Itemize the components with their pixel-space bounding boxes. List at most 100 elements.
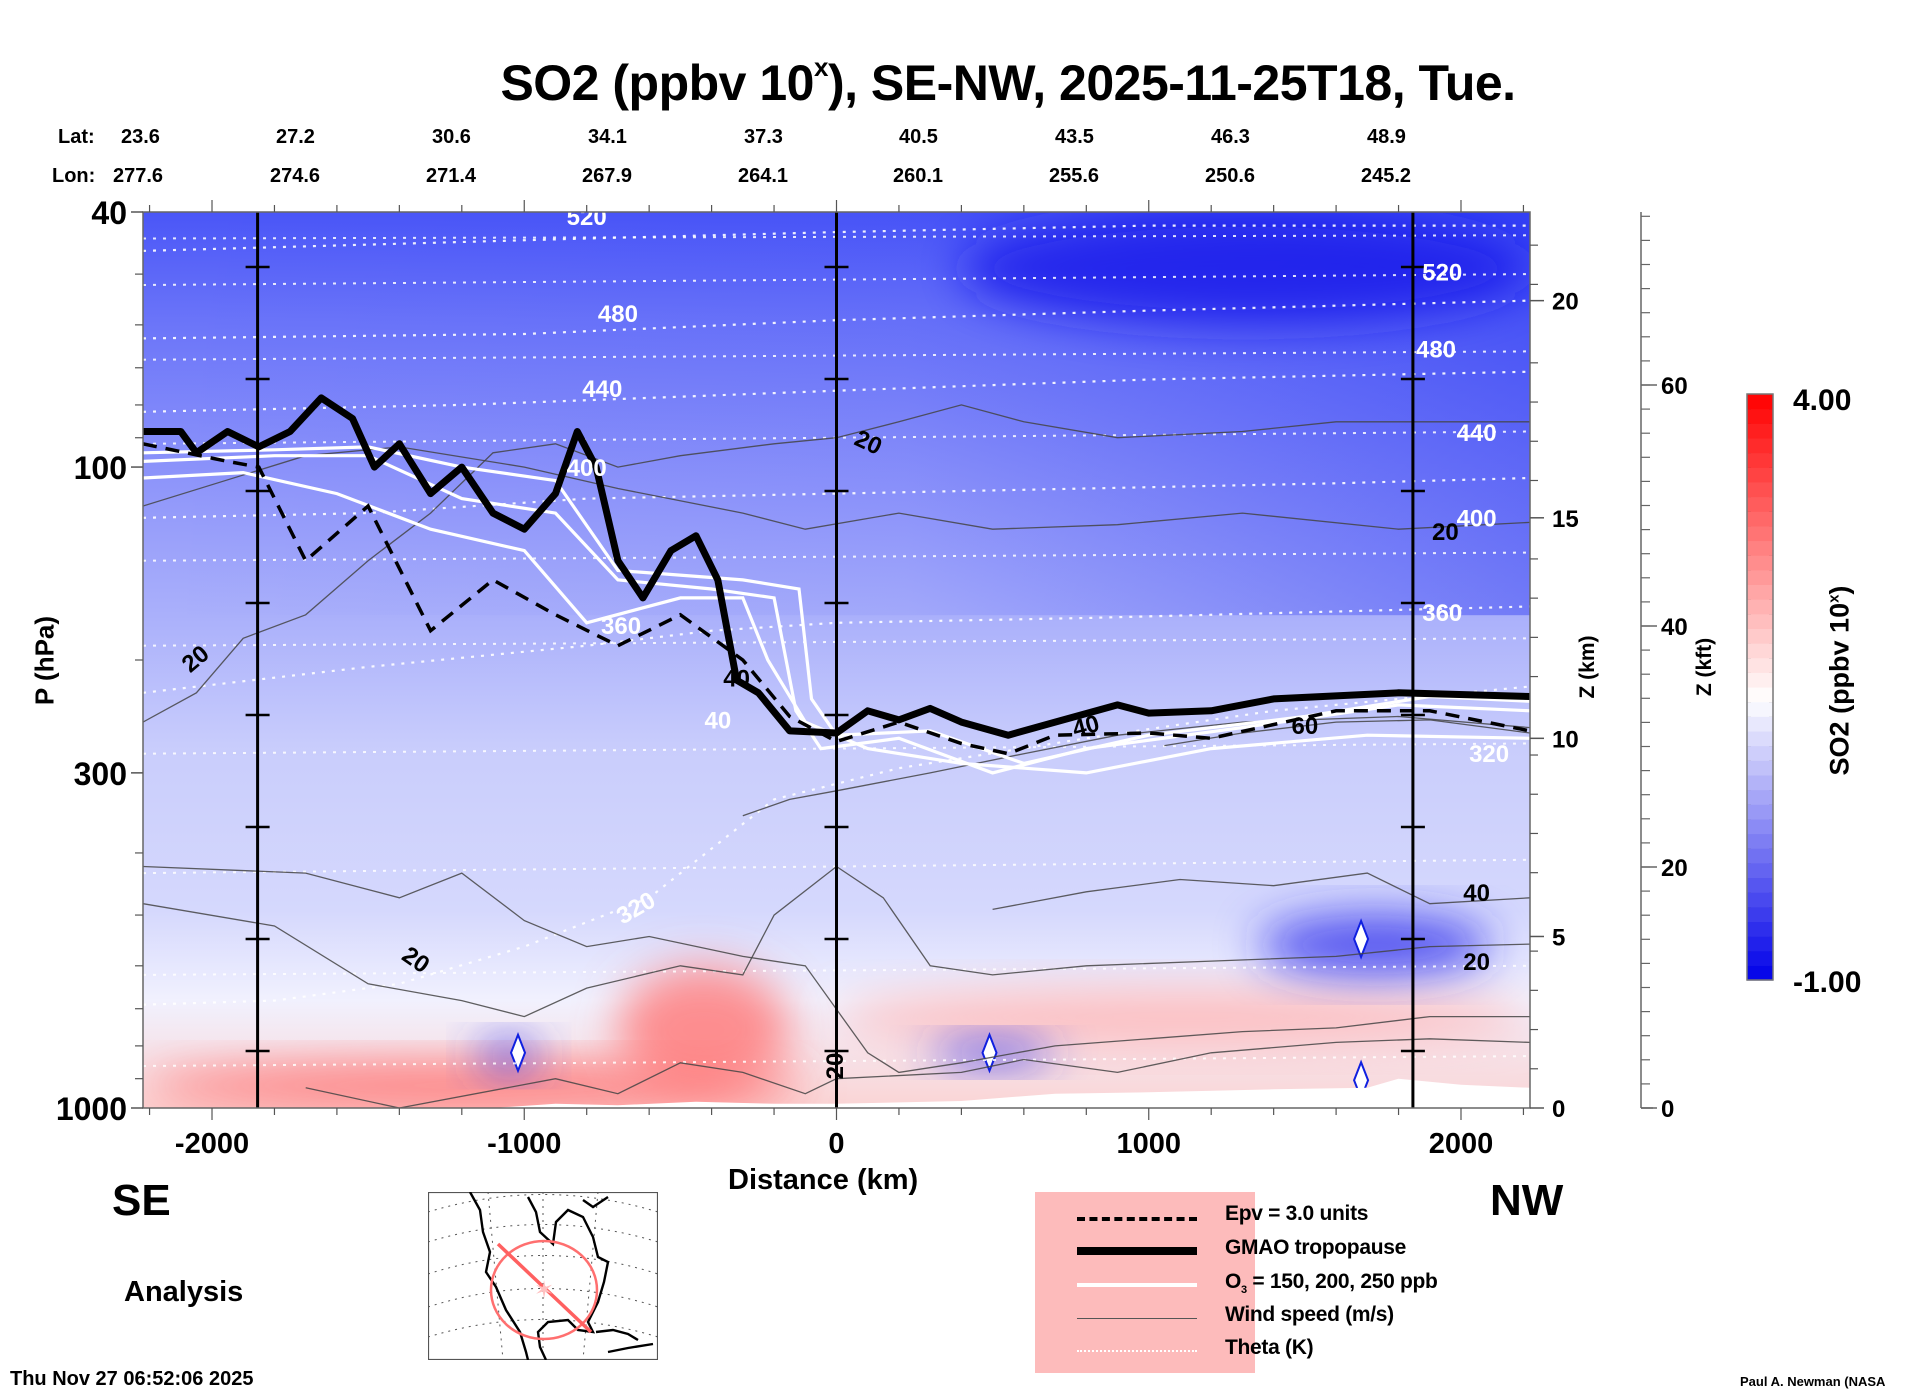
legend-label: O3 = 150, 200, 250 ppb (1225, 1270, 1438, 1297)
colorbar-level (1747, 569, 1773, 586)
ozone-contour-150 (143, 454, 1530, 775)
colorbar-level (1747, 628, 1773, 644)
theta-label: 360 (601, 613, 641, 640)
colorbar-level (1747, 716, 1773, 732)
colorbar-level (1747, 789, 1773, 805)
legend-label: GMAO tropopause (1225, 1236, 1407, 1259)
legend-label: Epv = 3.0 units (1225, 1202, 1369, 1225)
colorbar-level (1747, 643, 1773, 659)
lon-value: 277.6 (113, 165, 164, 187)
theta-contours (143, 224, 1530, 1067)
field-diamond-marker (1352, 918, 1370, 960)
lon-value: 267.9 (582, 165, 633, 187)
legend-item-wind: Wind speed (m/s) (1035, 1303, 1394, 1333)
wind-speed-label: 40 (1463, 880, 1490, 907)
colorbar-level (1747, 496, 1773, 512)
legend-label: Wind speed (m/s) (1225, 1303, 1394, 1326)
colorbar-level (1747, 481, 1773, 498)
map-range-circle (489, 1239, 599, 1341)
colorbar-level (1747, 936, 1773, 952)
so2-field-features (143, 212, 1530, 1108)
colorbar-level (1747, 818, 1773, 835)
colorbar-title-superscript: x (1825, 594, 1843, 603)
lat-value: 43.5 (1055, 126, 1094, 148)
lat-value: 37.3 (744, 126, 783, 148)
theta-label: 440 (582, 376, 622, 403)
lon-value: 255.6 (1049, 165, 1100, 187)
wind-speed-label: 60 (1292, 713, 1319, 740)
colorbar-level (1747, 833, 1773, 849)
lon-value: 264.1 (738, 165, 789, 187)
colorbar-level (1747, 437, 1773, 454)
thin-line-swatch (1077, 1318, 1197, 1319)
lat-label: Lat: (58, 126, 95, 148)
colorbar-level (1747, 467, 1773, 483)
epv-contour (143, 442, 1530, 756)
wind-speed-label: 20 (822, 1053, 849, 1080)
colorbar-min-label: -1.00 (1793, 966, 1861, 999)
colorbar-level (1747, 687, 1773, 703)
field-region-upper-strat-deep-blue (961, 212, 1530, 325)
wind-speed-label: 20 (1463, 949, 1490, 976)
colorbar-level (1747, 657, 1773, 673)
lon-value: 250.6 (1205, 165, 1256, 187)
zkm-tick-label: 5 (1552, 924, 1565, 951)
colorbar-level (1747, 672, 1773, 688)
field-region-red-plume-center (617, 965, 790, 1094)
wind-contour-20 (143, 865, 1530, 1018)
colorbar-level (1747, 613, 1773, 629)
map-cross-section-line (496, 1242, 593, 1334)
theta-label: 400 (1457, 505, 1497, 532)
white-line-swatch (1077, 1283, 1197, 1287)
lat-value: 46.3 (1211, 126, 1250, 148)
colorbar-level (1747, 584, 1773, 600)
theta-label: 480 (598, 301, 638, 328)
colorbar-level (1747, 423, 1773, 439)
zkft-tick-label: 60 (1661, 373, 1688, 400)
lat-value: 48.9 (1367, 126, 1406, 148)
se-label: SE (112, 1176, 171, 1225)
theta-contour-minor (143, 1055, 1530, 1067)
legend-item-theta: Theta (K) (1035, 1336, 1314, 1366)
title-superscript: x (813, 52, 828, 82)
zkm-tick-label: 10 (1552, 726, 1579, 753)
wind-contour-40 (992, 872, 1530, 911)
zkft-tick-label: 40 (1661, 614, 1688, 641)
legend-item-tropopause: GMAO tropopause (1035, 1236, 1406, 1266)
x-tick-label: 0 (828, 1128, 844, 1160)
surface-white-region (493, 1078, 1530, 1108)
colorbar-level (1747, 965, 1773, 981)
colorbar-level (1747, 804, 1773, 820)
lat-value: 30.6 (432, 126, 471, 148)
dashed-line-swatch (1077, 1217, 1197, 1221)
zkm-tick-label: 0 (1552, 1096, 1565, 1123)
theta-contour-minor (143, 273, 1530, 286)
colorbar-level (1747, 848, 1773, 864)
y-tick-label: 100 (74, 450, 127, 486)
colorbar-level (1747, 906, 1773, 922)
wind-speed-label: 20 (1432, 519, 1459, 546)
zkm-tick-label: 15 (1552, 506, 1579, 533)
theta-label: 480 (1416, 337, 1456, 364)
lat-value: 40.5 (899, 126, 938, 148)
lat-value: 27.2 (276, 126, 315, 148)
colorbar-level (1747, 701, 1773, 717)
wind-speed-label: 40 (723, 665, 750, 692)
zkm-tick-label: 20 (1552, 289, 1579, 316)
colorbar-level (1747, 745, 1773, 761)
x-tick-label: 2000 (1429, 1128, 1494, 1160)
colorbar-level (1747, 862, 1773, 879)
theta-contour-minor (143, 430, 1530, 445)
theta-contour-minor (143, 858, 1530, 875)
chart-title: SO2 (ppbv 10x), SE-NW, 2025-11-25T18, Tu… (0, 52, 1926, 112)
lon-value: 245.2 (1361, 165, 1412, 187)
colorbar-level (1747, 599, 1773, 615)
title-text-rest: ), SE-NW, 2025-11-25T18, Tue. (827, 55, 1516, 111)
theta-contour-320 (143, 685, 1530, 1006)
nw-label: NW (1490, 1176, 1564, 1225)
zkft-tick-label: 0 (1661, 1096, 1674, 1123)
colorbar-level (1747, 892, 1773, 908)
colorbar: 4.00 -1.00 (1746, 384, 1861, 999)
colorbar-title: SO2 (ppbv 10x) (1825, 561, 1856, 801)
